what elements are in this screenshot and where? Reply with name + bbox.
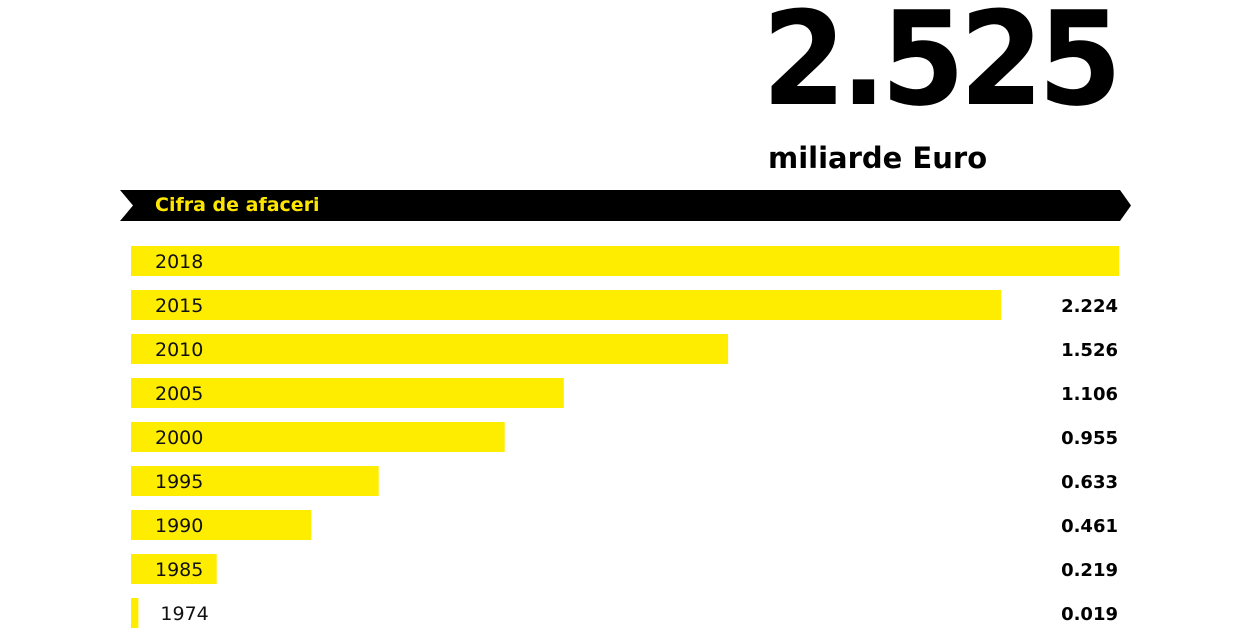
value-label-1974: 0.019	[1061, 604, 1118, 625]
bar-label-1995: 1995	[155, 471, 203, 493]
bar-1995	[131, 466, 379, 496]
bar-1974	[131, 598, 139, 628]
value-label-2005: 1.106	[1061, 384, 1118, 405]
value-label-1985: 0.219	[1061, 560, 1118, 581]
bar-label-2010: 2010	[155, 339, 203, 361]
bar-2018	[131, 246, 1119, 276]
bar-2015	[131, 290, 1002, 320]
value-label-1995: 0.633	[1061, 472, 1118, 493]
bar-label-2000: 2000	[155, 427, 203, 449]
headline-unit: miliarde Euro	[768, 141, 988, 175]
value-label-2000: 0.955	[1061, 428, 1118, 449]
value-label-1990: 0.461	[1061, 516, 1118, 537]
headline-value: 2.525	[762, 0, 1122, 135]
bar-2010	[131, 334, 729, 364]
bar-2005	[131, 378, 564, 408]
bar-label-1985: 1985	[155, 559, 203, 581]
bar-1990	[131, 510, 312, 540]
chart-title: Cifra de afaceri	[155, 194, 320, 216]
chart-title-banner: Cifra de afaceri	[120, 190, 1131, 221]
bar-label-1990: 1990	[155, 515, 203, 537]
bar-1985	[131, 554, 217, 584]
bar-2000	[131, 422, 505, 452]
value-label-2010: 1.526	[1061, 340, 1118, 361]
bar-label-2018: 2018	[155, 251, 203, 273]
bar-label-2005: 2005	[155, 383, 203, 405]
bar-label-2015: 2015	[155, 295, 203, 317]
value-label-2015: 2.224	[1061, 296, 1118, 317]
bar-label-1974: 1974	[160, 603, 208, 625]
